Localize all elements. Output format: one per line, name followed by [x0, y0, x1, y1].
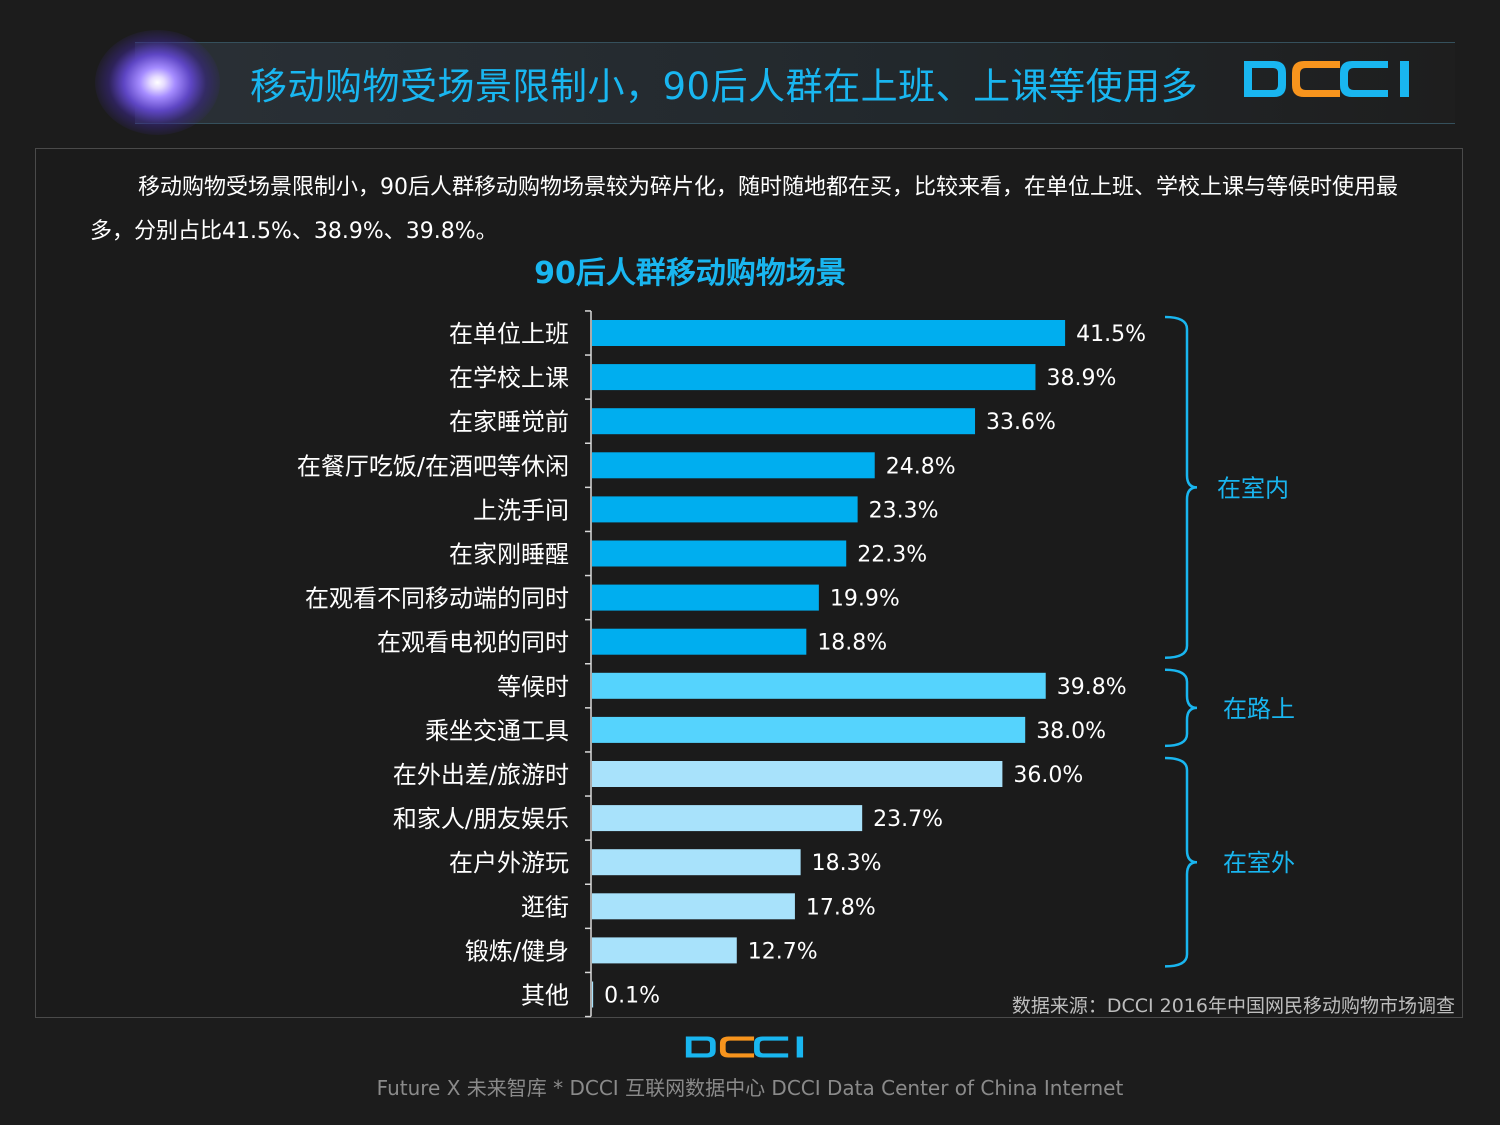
value-label: 39.8%: [1057, 675, 1127, 700]
category-label: 逛街: [521, 893, 569, 921]
category-label: 在学校上课: [449, 364, 569, 392]
group-brace: [1164, 668, 1198, 748]
bar: [592, 628, 807, 655]
value-label: 23.3%: [869, 498, 939, 523]
header-bar: [135, 42, 1455, 124]
value-label: 18.8%: [817, 631, 887, 656]
category-label: 在家刚睡醒: [449, 541, 569, 569]
chart-title: 90后人群移动购物场景: [534, 256, 846, 291]
group-label: 在室内: [1217, 474, 1289, 502]
bar: [592, 408, 976, 435]
bar: [592, 893, 795, 920]
dcci-logo: [1244, 61, 1409, 97]
category-label: 在观看电视的同时: [377, 629, 569, 657]
value-label: 24.8%: [886, 454, 956, 479]
page-title: 移动购物受场景限制小，90后人群在上班、上课等使用多: [250, 65, 1199, 108]
bar: [592, 761, 1003, 787]
category-label: 在餐厅吃饭/在酒吧等休闲: [297, 452, 569, 480]
category-label: 和家人/朋友娱乐: [393, 805, 569, 833]
value-label: 23.7%: [873, 807, 943, 832]
bar: [592, 320, 1066, 346]
value-label: 0.1%: [604, 984, 660, 1009]
value-label: 18.3%: [812, 851, 882, 876]
value-label: 41.5%: [1076, 322, 1146, 347]
value-label: 22.3%: [857, 543, 927, 568]
group-label: 在室外: [1223, 849, 1295, 877]
category-label: 等候时: [497, 673, 569, 701]
bar: [592, 496, 858, 523]
value-label: 12.7%: [748, 939, 818, 964]
starburst-decoration: [95, 30, 220, 135]
value-label: 33.6%: [986, 410, 1056, 435]
bar: [592, 849, 801, 876]
category-label: 在观看不同移动端的同时: [305, 585, 569, 613]
bar: [592, 672, 1046, 699]
value-label: 38.0%: [1036, 719, 1106, 744]
value-label: 38.9%: [1046, 366, 1116, 391]
bar: [592, 716, 1026, 743]
group-label: 在路上: [1223, 695, 1295, 723]
value-label: 19.9%: [830, 587, 900, 612]
footer-text: Future X 未来智库 * DCCI 互联网数据中心 DCCI Data C…: [376, 1076, 1124, 1100]
group-brace: [1164, 315, 1198, 659]
category-label: 上洗手间: [473, 496, 569, 524]
group-brace: [1164, 756, 1198, 968]
bar: [592, 981, 594, 1008]
footer-dcci-logo: [685, 1036, 804, 1058]
category-label: 在户外游玩: [449, 849, 569, 877]
bar: [592, 584, 819, 611]
bar: [592, 452, 875, 479]
category-label: 在外出差/旅游时: [393, 761, 569, 789]
bar: [592, 540, 847, 567]
category-label: 在单位上班: [449, 320, 569, 348]
bar: [592, 805, 863, 832]
category-label: 锻炼/健身: [465, 937, 569, 965]
value-label: 36.0%: [1013, 763, 1083, 788]
category-label: 乘坐交通工具: [425, 717, 569, 745]
category-label: 在家睡觉前: [449, 408, 569, 436]
intro-paragraph: 移动购物受场景限制小，90后人群移动购物场景较为碎片化，随时随地都在买，比较来看…: [90, 175, 1398, 244]
category-label: 其他: [521, 982, 569, 1010]
bar: [592, 937, 737, 964]
value-label: 17.8%: [806, 895, 876, 920]
data-source: 数据来源：DCCI 2016年中国网民移动购物市场调查: [1011, 995, 1455, 1017]
bar: [592, 364, 1036, 391]
